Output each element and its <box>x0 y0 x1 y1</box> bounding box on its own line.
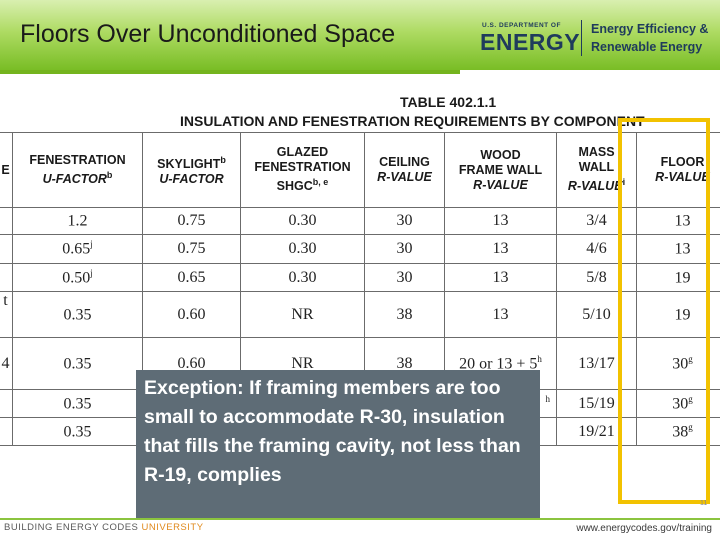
cell-fenestration: 0.35 <box>12 389 143 418</box>
cell-fenestration: 0.35 <box>12 417 143 446</box>
cell-shgc: 0.30 <box>240 207 365 235</box>
eere-logo-line1: Energy Efficiency & <box>591 22 709 36</box>
footer-divider <box>0 518 720 520</box>
doe-logo-small-text: U.S. DEPARTMENT OF <box>482 22 561 29</box>
cell-skylight: 0.75 <box>142 207 241 235</box>
cell-zone <box>0 234 13 264</box>
col-header-shgc: GLAZED FENESTRATION SHGCb, e <box>240 132 365 208</box>
cell-mass-wall: 5/10 <box>556 291 637 338</box>
page-title: Floors Over Unconditioned Space <box>20 20 396 48</box>
cell-wood-wall: 13 <box>444 207 557 235</box>
floor-column-highlight <box>618 118 710 504</box>
cell-zone <box>0 207 13 235</box>
exception-callout: Exception: If framing members are too sm… <box>136 370 540 520</box>
table-row: 1.2 0.75 0.30 30 13 3/4 13 <box>0 207 720 235</box>
cell-mass-wall: 3/4 <box>556 207 637 235</box>
header-underline <box>0 70 460 74</box>
cell-fenestration: 1.2 <box>12 207 143 235</box>
cell-skylight: 0.65 <box>142 263 241 292</box>
requirements-table-area: TABLE 402.1.1 INSULATION AND FENESTRATIO… <box>0 92 720 452</box>
cell-fenestration: 0.35 <box>12 337 143 390</box>
cell-zone: t <box>0 291 13 338</box>
table-header-row: E FENESTRATION U-FACTORb SKYLIGHTb U-FAC… <box>0 132 720 208</box>
footer-brand: BUILDING ENERGY CODES UNIVERSITY <box>4 522 204 533</box>
cell-ceiling: 30 <box>364 207 445 235</box>
footer-url[interactable]: www.energycodes.gov/training <box>576 523 712 534</box>
cell-skylight: 0.75 <box>142 234 241 264</box>
cell-zone <box>0 417 13 446</box>
header-bar <box>0 0 720 70</box>
cell-mass-wall: 19/21 <box>556 417 637 446</box>
doe-logo: ENERGY <box>480 29 581 55</box>
eere-logo-line2: Renewable Energy <box>591 40 703 54</box>
cell-zone <box>0 263 13 292</box>
logo-divider <box>581 20 582 56</box>
cell-mass-wall: 15/19 <box>556 389 637 418</box>
cell-shgc: NR <box>240 291 365 338</box>
cell-fenestration: 0.35 <box>12 291 143 338</box>
cell-ceiling: 30 <box>364 263 445 292</box>
cell-shgc: 0.30 <box>240 263 365 292</box>
cell-mass-wall: 5/8 <box>556 263 637 292</box>
page-number: 11 <box>700 500 708 507</box>
cell-ceiling: 30 <box>364 234 445 264</box>
cell-ceiling: 38 <box>364 291 445 338</box>
cell-wood-wall: 13 <box>444 234 557 264</box>
cell-shgc: 0.30 <box>240 234 365 264</box>
col-header-mass-wall: MASS WALL R-VALUEi <box>556 132 637 208</box>
cell-fenestration: 0.50j <box>12 263 143 292</box>
cell-zone: 4 <box>0 337 13 390</box>
cell-mass-wall: 13/17 <box>556 337 637 390</box>
col-header-ceiling: CEILING R-VALUE <box>364 132 445 208</box>
table-subtitle: INSULATION AND FENESTRATION REQUIREMENTS… <box>180 113 645 129</box>
col-header-zone: E <box>0 132 13 208</box>
cell-fenestration: 0.65j <box>12 234 143 264</box>
cell-wood-wall: 13 <box>444 291 557 338</box>
col-header-fenestration: FENESTRATION U-FACTORb <box>12 132 143 208</box>
table-row: 0.50j 0.65 0.30 30 13 5/8 19 <box>0 263 720 292</box>
cell-skylight: 0.60 <box>142 291 241 338</box>
table-row: 0.65j 0.75 0.30 30 13 4/6 13 <box>0 234 720 264</box>
table-title: TABLE 402.1.1 <box>400 94 497 110</box>
footer-brand-university: UNIVERSITY <box>141 522 204 533</box>
cell-wood-wall: 13 <box>444 263 557 292</box>
cell-zone <box>0 389 13 418</box>
requirements-table: E FENESTRATION U-FACTORb SKYLIGHTb U-FAC… <box>0 132 720 446</box>
col-header-wood-frame-wall: WOOD FRAME WALL R-VALUE <box>444 132 557 208</box>
table-row: t 0.35 0.60 NR 38 13 5/10 19 <box>0 291 720 338</box>
footer-brand-text: BUILDING ENERGY CODES <box>4 522 142 533</box>
col-header-skylight: SKYLIGHTb U-FACTOR <box>142 132 241 208</box>
